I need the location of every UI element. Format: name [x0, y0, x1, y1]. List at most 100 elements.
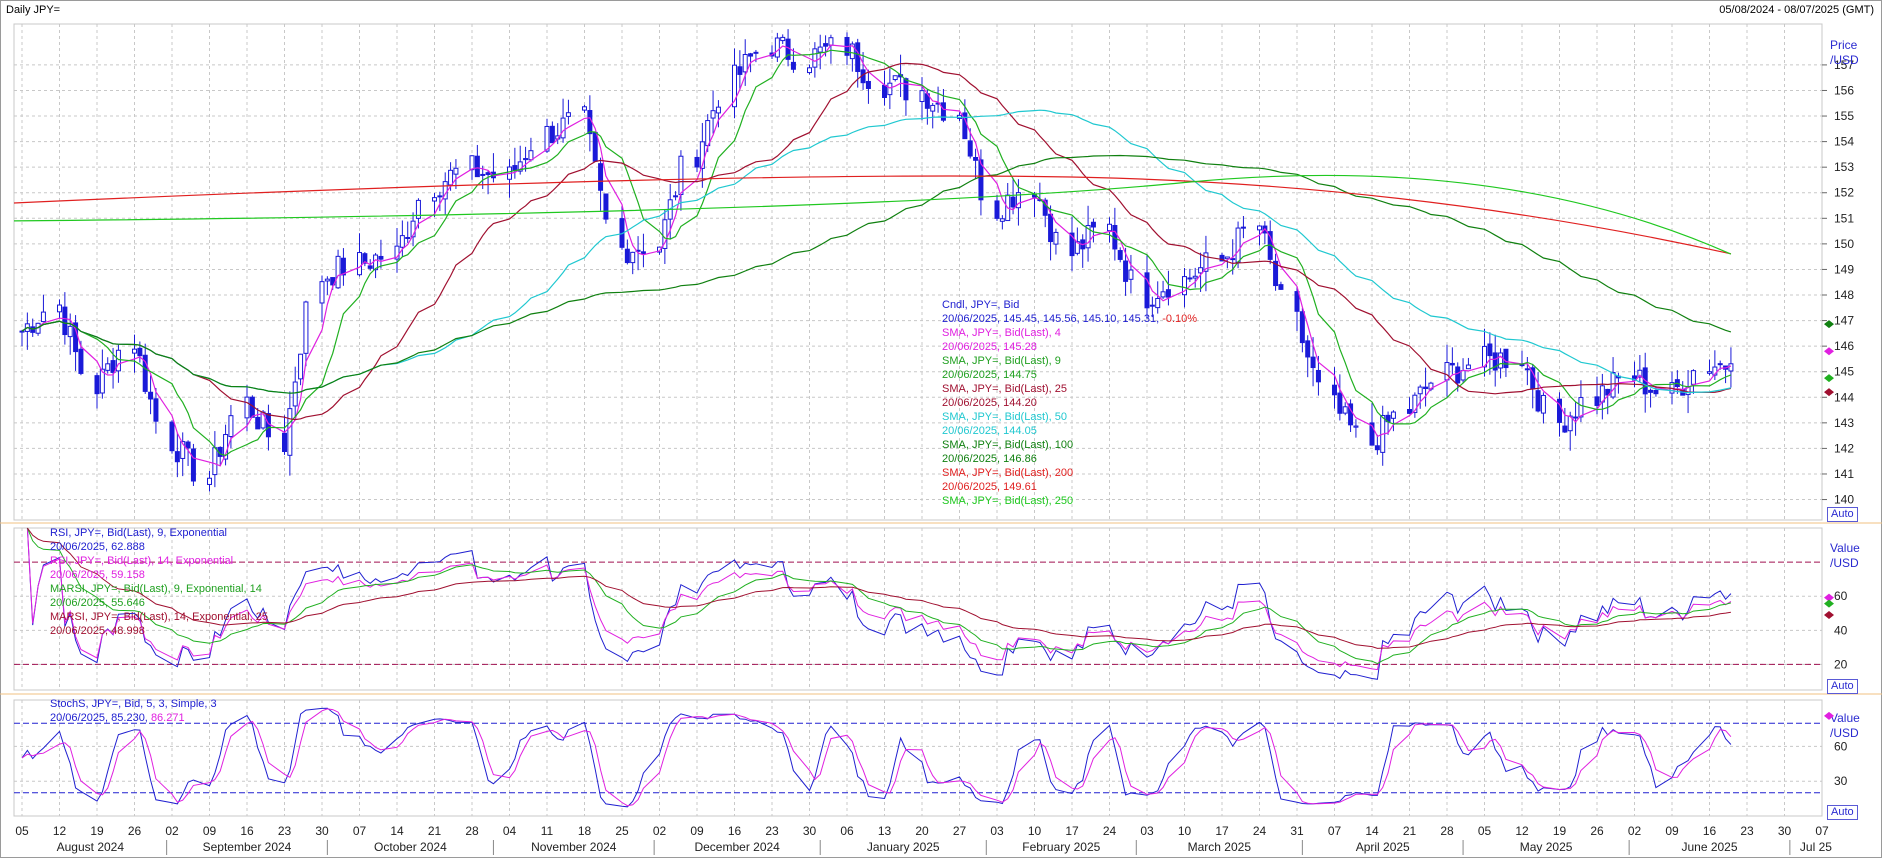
sma-4-line [21, 44, 1732, 467]
x-tick-label: 02 [1628, 824, 1642, 838]
candle-body [1203, 252, 1209, 272]
candle-body [292, 381, 298, 407]
x-tick-label: 23 [278, 824, 292, 838]
rsi-9-line [26, 527, 1732, 680]
candle-body [19, 330, 25, 333]
candle-body [737, 66, 743, 75]
candle-body [357, 252, 362, 276]
x-tick-label: 03 [1140, 824, 1154, 838]
price-tick-label: 149 [1834, 262, 1854, 276]
candle-body [1707, 371, 1712, 374]
candle-body [812, 48, 818, 68]
price-tick-label: 143 [1834, 416, 1854, 430]
candle-body [1455, 366, 1461, 384]
stoch-auto-button[interactable]: Auto [1827, 805, 1858, 820]
candle-body [169, 421, 175, 452]
x-tick-label: 31 [1290, 824, 1304, 838]
price-tick-label: 151 [1834, 211, 1854, 225]
price-auto-button[interactable]: Auto [1827, 507, 1858, 522]
stoch-legend-line: 20/06/2025, 85.230, 86.271 [50, 712, 185, 724]
x-tick-label: 11 [541, 824, 554, 838]
x-tick-label: 02 [165, 824, 179, 838]
candle-body [99, 368, 105, 394]
x-tick-label: 14 [1365, 824, 1379, 838]
candle-body [57, 304, 62, 313]
candle-body [807, 67, 812, 74]
rsi-auto-button[interactable]: Auto [1827, 679, 1858, 694]
x-tick-label: 03 [990, 824, 1004, 838]
candle-body [1069, 232, 1075, 257]
price-legend-line: 20/06/2025, 145.45, 145.56, 145.10, 145.… [942, 313, 1198, 325]
candle-body [1390, 411, 1396, 419]
candle-body [1165, 289, 1171, 298]
stoch-panel [13, 699, 1823, 817]
x-tick-label: 16 [728, 824, 742, 838]
month-label: October 2024 [374, 840, 447, 854]
candle-body [1465, 364, 1471, 370]
sma-100-marker [1824, 320, 1834, 329]
candle-body [180, 441, 186, 459]
candle-body [1498, 352, 1504, 369]
candle-body [753, 51, 759, 54]
candle-body [1690, 370, 1696, 385]
x-tick-label: 14 [390, 824, 404, 838]
marsi-14-line [26, 527, 1731, 649]
candle-body [598, 163, 604, 191]
price-tick-label: 152 [1834, 186, 1854, 200]
candle-body [1107, 223, 1112, 232]
candle-body [480, 173, 486, 176]
x-tick-label: 30 [803, 824, 817, 838]
x-tick-label: 18 [578, 824, 592, 838]
indicator-tick-label: 60 [1834, 589, 1848, 603]
price-legend-line: SMA, JPY=, Bid(Last), 25 [942, 383, 1068, 395]
candle-body [1610, 371, 1616, 398]
month-label: March 2025 [1188, 840, 1252, 854]
indicator-tick-label: 40 [1834, 623, 1848, 637]
marsi-9-marker [1824, 599, 1834, 608]
candle-body [694, 156, 700, 168]
chart-title: Daily JPY= [6, 4, 61, 16]
sma-25-marker [1824, 388, 1834, 397]
price-axis-title: /USD [1830, 53, 1859, 67]
x-tick-label: 24 [1103, 824, 1117, 838]
x-tick-label: 09 [690, 824, 704, 838]
x-tick-label: 07 [1328, 824, 1342, 838]
price-tick-label: 153 [1834, 160, 1854, 174]
candle-body [1728, 363, 1734, 372]
candle-body [512, 165, 518, 171]
candle-body [1348, 403, 1354, 426]
indicator-tick-label: 20 [1834, 657, 1848, 671]
candle-body [1224, 256, 1230, 260]
candle-body [405, 237, 411, 240]
candle-body [410, 220, 416, 238]
x-tick-label: 13 [878, 824, 892, 838]
candle-body [1648, 389, 1654, 393]
candle-body [474, 155, 480, 178]
price-tick-label: 154 [1834, 135, 1854, 149]
candle-body [437, 195, 443, 198]
sma-25-line [21, 62, 1732, 421]
x-tick-label: 12 [53, 824, 67, 838]
candle-body [1117, 250, 1123, 260]
x-tick-label: 09 [1665, 824, 1679, 838]
candle-body [1524, 368, 1530, 371]
price-legend: Cndl, JPY=, Bid 20/06/2025, 145.45, 145.5… [942, 298, 1197, 508]
candle-body [973, 156, 979, 161]
x-tick-label: 21 [428, 824, 442, 838]
candle-body [817, 46, 823, 53]
candle-body [142, 354, 148, 392]
price-tick-label: 141 [1834, 467, 1854, 481]
x-tick-label: 06 [840, 824, 854, 838]
candle-body [335, 255, 341, 289]
candle-body [978, 159, 984, 201]
candle-body [517, 161, 523, 172]
candle-body [1048, 213, 1054, 243]
x-tick-label: 04 [503, 824, 517, 838]
x-tick-label: 05 [15, 824, 29, 838]
x-tick-label: 26 [128, 824, 142, 838]
candle-body [255, 416, 261, 430]
candle-body [710, 110, 716, 119]
candle-body [324, 278, 330, 282]
x-tick-label: 30 [1778, 824, 1792, 838]
price-tick-label: 157 [1834, 58, 1854, 72]
